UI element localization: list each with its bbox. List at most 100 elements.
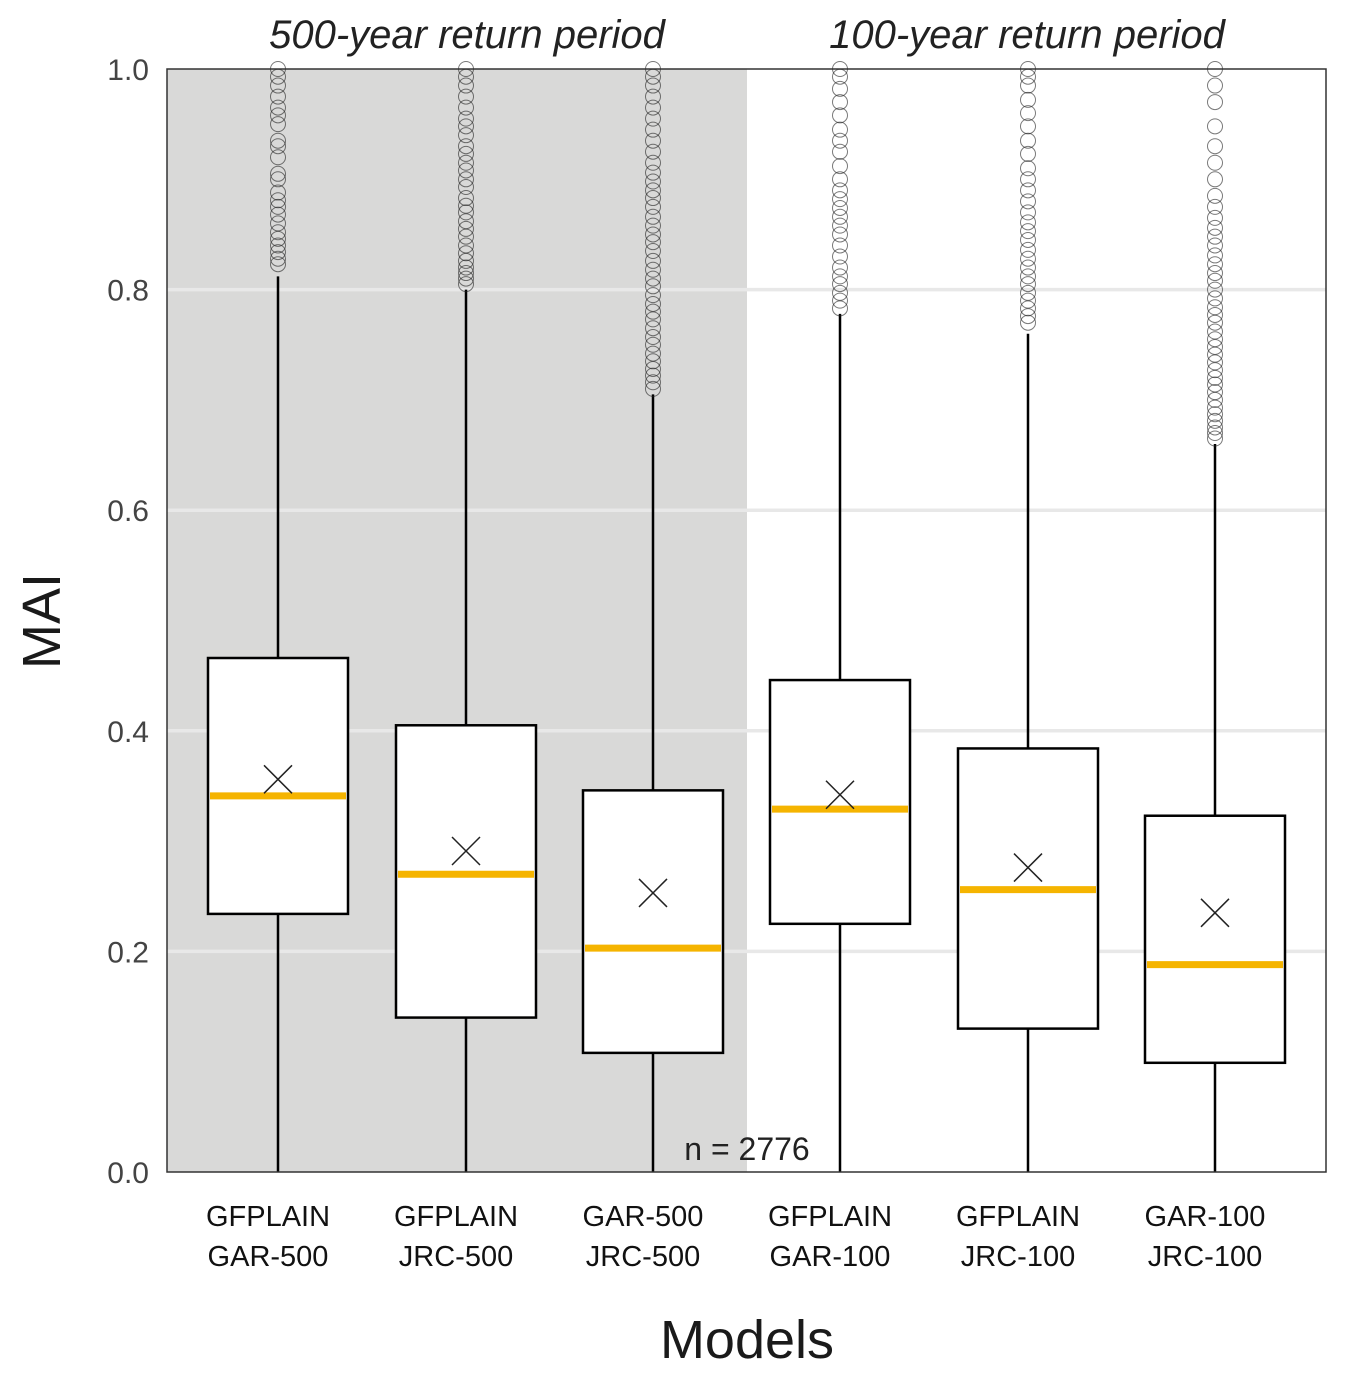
outlier-point bbox=[270, 256, 286, 273]
outlier-point bbox=[458, 204, 474, 221]
iqr-box bbox=[581, 789, 725, 1055]
mean-marker bbox=[451, 836, 481, 866]
outlier-point bbox=[270, 149, 286, 166]
outlier-point bbox=[1207, 384, 1223, 401]
outlier-point bbox=[645, 252, 661, 269]
outlier-point bbox=[1207, 323, 1223, 340]
x-category-label-line2: JRC-100 bbox=[1148, 1241, 1262, 1273]
outlier-point bbox=[270, 215, 286, 232]
outlier-point bbox=[458, 162, 474, 179]
outlier-point bbox=[458, 154, 474, 171]
iqr-box bbox=[768, 678, 912, 926]
outlier-point bbox=[1020, 118, 1036, 135]
outlier-point bbox=[458, 110, 474, 127]
x-category-label-line1: GAR-500 bbox=[583, 1201, 704, 1233]
outlier-point bbox=[645, 270, 661, 287]
x-category-label-line1: GAR-100 bbox=[1145, 1201, 1266, 1233]
outlier-point bbox=[645, 226, 661, 243]
outlier-point bbox=[1020, 77, 1036, 94]
outlier-point bbox=[1207, 237, 1223, 254]
outlier-point bbox=[645, 353, 661, 370]
outlier-point bbox=[645, 143, 661, 160]
outlier-point bbox=[1207, 154, 1223, 171]
box-group bbox=[956, 61, 1100, 1172]
mean-marker bbox=[825, 780, 855, 810]
y-tick-label: 0.8 bbox=[107, 275, 149, 308]
x-category-label-line1: GFPLAIN bbox=[394, 1201, 518, 1233]
outlier-point bbox=[832, 276, 848, 293]
outlier-point bbox=[832, 199, 848, 216]
y-tick-label: 0.2 bbox=[107, 936, 149, 969]
outlier-point bbox=[1020, 223, 1036, 240]
outlier-point bbox=[270, 132, 286, 149]
outlier-point bbox=[270, 244, 286, 261]
outlier-point bbox=[1207, 187, 1223, 204]
outlier-point bbox=[1207, 419, 1223, 436]
box-group bbox=[206, 61, 350, 1172]
x-category-labels: GFPLAIN GAR-500 GFPLAIN JRC-500 GAR-500 JRC-5… bbox=[206, 1201, 1265, 1273]
outlier-point bbox=[832, 143, 848, 160]
outlier-point bbox=[645, 198, 661, 215]
x-category-label-line2: GAR-500 bbox=[208, 1241, 329, 1273]
outlier-point bbox=[645, 164, 661, 181]
outlier-point bbox=[832, 132, 848, 149]
outlier-point bbox=[645, 242, 661, 259]
x-category-label-line1: GFPLAIN bbox=[956, 1201, 1080, 1233]
outlier-point bbox=[458, 190, 474, 207]
outlier-point bbox=[1207, 209, 1223, 226]
outlier-point bbox=[645, 88, 661, 105]
outlier-point bbox=[458, 171, 474, 188]
mean-marker bbox=[638, 878, 668, 908]
outlier-point bbox=[645, 303, 661, 320]
mean-marker-stroke bbox=[451, 836, 481, 866]
outlier-point bbox=[270, 99, 286, 116]
x-axis-title: Models bbox=[660, 1310, 834, 1370]
outlier-point bbox=[1207, 171, 1223, 188]
outlier-point bbox=[1207, 138, 1223, 155]
outlier-point bbox=[1207, 228, 1223, 245]
outlier-point bbox=[270, 107, 286, 124]
outlier-point bbox=[1207, 281, 1223, 298]
outlier-point bbox=[1020, 160, 1036, 177]
outlier-point bbox=[1207, 219, 1223, 236]
outlier-point bbox=[832, 217, 848, 234]
outlier-point bbox=[645, 287, 661, 304]
outlier-point bbox=[832, 284, 848, 301]
outlier-point bbox=[270, 184, 286, 201]
y-tick-label: 0.4 bbox=[107, 716, 149, 749]
x-category-label-line2: JRC-500 bbox=[586, 1241, 700, 1273]
panel-title-100-year: 100-year return period bbox=[829, 13, 1227, 57]
outlier-point bbox=[1207, 94, 1223, 111]
x-category-label-line2: JRC-500 bbox=[399, 1241, 513, 1273]
mean-marker bbox=[1200, 898, 1230, 928]
outlier-point bbox=[832, 80, 848, 97]
outlier-point bbox=[1207, 376, 1223, 393]
outlier-point bbox=[270, 77, 286, 94]
y-tick-label: 0.6 bbox=[107, 495, 149, 528]
x-category-label-line1: GFPLAIN bbox=[768, 1201, 892, 1233]
outlier-point bbox=[645, 173, 661, 190]
outlier-point bbox=[832, 94, 848, 111]
outlier-point bbox=[270, 206, 286, 223]
outlier-point bbox=[1020, 171, 1036, 188]
mean-marker-stroke bbox=[825, 780, 855, 810]
outlier-point bbox=[1207, 331, 1223, 348]
outlier-point bbox=[458, 88, 474, 105]
iqr-box bbox=[206, 656, 350, 916]
outlier-point bbox=[1207, 118, 1223, 135]
outlier-point bbox=[1207, 247, 1223, 264]
outlier-point bbox=[1020, 276, 1036, 293]
y-tick-label: 0.0 bbox=[107, 1157, 149, 1190]
box-group bbox=[394, 61, 538, 1172]
outlier-point bbox=[645, 190, 661, 207]
outlier-point bbox=[1207, 412, 1223, 429]
outlier-point bbox=[458, 245, 474, 262]
mean-marker-stroke bbox=[263, 764, 293, 794]
outlier-point bbox=[1207, 406, 1223, 423]
outlier-point bbox=[645, 234, 661, 251]
mean-marker-stroke bbox=[1200, 898, 1230, 928]
outlier-point bbox=[270, 192, 286, 209]
x-category-label-line2: GAR-100 bbox=[770, 1241, 891, 1273]
outlier-point bbox=[832, 208, 848, 225]
outlier-point bbox=[270, 250, 286, 267]
